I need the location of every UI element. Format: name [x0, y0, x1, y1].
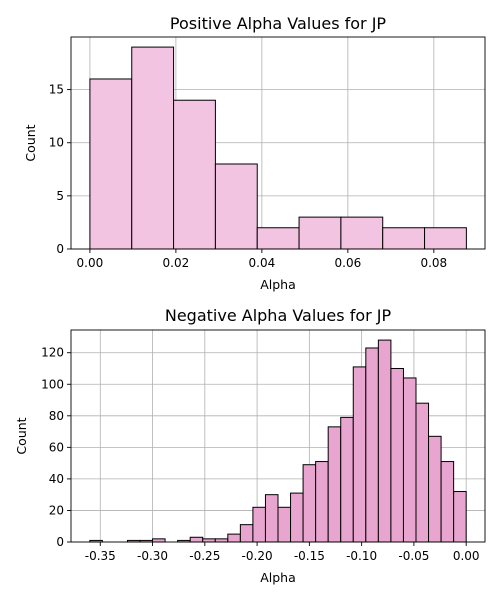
- histogram-bar: [340, 216, 384, 250]
- histogram-bar: [402, 377, 417, 543]
- y-ticks: 0 5 10 15: [49, 83, 71, 256]
- histogram-bar: [424, 227, 467, 250]
- y-tick-label: 0: [56, 242, 64, 256]
- x-tick-label: -0.15: [294, 549, 325, 563]
- x-tick-label: -0.10: [346, 549, 377, 563]
- y-tick-label: 15: [49, 83, 64, 97]
- x-tick-label: 0.00: [77, 256, 104, 270]
- axes-frame: [70, 329, 486, 543]
- histogram-bar: [352, 366, 367, 543]
- x-tick-label: -0.25: [189, 549, 220, 563]
- y-tick-label: 80: [49, 409, 64, 423]
- chart-title: Positive Alpha Values for JP: [170, 14, 387, 33]
- histogram-bar: [453, 491, 467, 543]
- x-tick-label: 0.08: [420, 256, 447, 270]
- x-tick-label: -0.35: [85, 549, 116, 563]
- negative-alpha-histogram: Negative Alpha Values for JP -0.35 -0.30-…: [14, 306, 486, 585]
- x-axis-label: Alpha: [260, 277, 296, 292]
- bars: [89, 46, 467, 250]
- histogram-bar: [189, 536, 204, 543]
- x-tick-label: -0.30: [137, 549, 168, 563]
- y-axis-label: Count: [23, 124, 38, 161]
- chart-title: Negative Alpha Values for JP: [165, 306, 392, 325]
- y-tick-label: 40: [49, 472, 64, 486]
- y-tick-label: 5: [56, 189, 64, 203]
- y-axis-label: Count: [14, 417, 29, 454]
- histogram-bar: [252, 506, 266, 543]
- histogram-bar: [382, 227, 426, 250]
- x-ticks: 0.00 0.02 0.04 0.06 0.08: [77, 249, 447, 270]
- x-axis-label: Alpha: [260, 570, 296, 585]
- x-tick-label: 0.00: [453, 549, 480, 563]
- y-tick-label: 100: [41, 377, 64, 391]
- histogram-bar: [89, 78, 133, 250]
- positive-alpha-histogram: Positive Alpha Values for JP 0.00 0.02 0.0…: [23, 14, 486, 292]
- histogram-bar: [415, 402, 430, 543]
- x-tick-label: 0.06: [335, 256, 362, 270]
- x-tick-label: 0.02: [163, 256, 190, 270]
- axes-frame: [70, 36, 486, 250]
- y-ticks: 0 20 40 60 80 100 120: [41, 346, 71, 549]
- histogram-bar: [256, 227, 300, 250]
- y-tick-label: 10: [49, 136, 64, 150]
- histogram-bar: [214, 163, 258, 250]
- x-tick-label: -0.05: [398, 549, 429, 563]
- histogram-bar: [302, 464, 317, 543]
- bars: [89, 339, 467, 543]
- histogram-bar: [214, 538, 229, 543]
- x-ticks: -0.35 -0.30 -0.25 -0.20 -0.15 -0.10 -0.05 0.00: [85, 542, 480, 563]
- histogram-bar: [202, 538, 216, 543]
- histogram-bar: [173, 99, 216, 250]
- x-tick-label: 0.04: [249, 256, 276, 270]
- histogram-bar: [298, 216, 342, 250]
- x-tick-label: -0.20: [242, 549, 273, 563]
- y-tick-label: 20: [49, 503, 64, 517]
- histogram-bar: [290, 492, 304, 543]
- histogram-bar: [264, 494, 279, 543]
- y-tick-label: 60: [49, 440, 64, 454]
- histogram-bar: [277, 506, 292, 543]
- y-tick-label: 120: [41, 346, 64, 360]
- histogram-bar: [390, 367, 404, 543]
- histogram-bar: [327, 426, 342, 543]
- histogram-bar: [239, 524, 254, 543]
- histogram-bar: [440, 461, 455, 543]
- histogram-bar: [227, 533, 241, 543]
- histogram-bar: [131, 46, 175, 250]
- histogram-bar: [377, 339, 392, 543]
- y-tick-label: 0: [56, 535, 64, 549]
- histogram-bar: [315, 461, 329, 543]
- histogram-bar: [365, 347, 379, 543]
- histogram-bar: [428, 435, 442, 543]
- histogram-bar: [152, 538, 166, 543]
- histogram-bar: [340, 416, 354, 543]
